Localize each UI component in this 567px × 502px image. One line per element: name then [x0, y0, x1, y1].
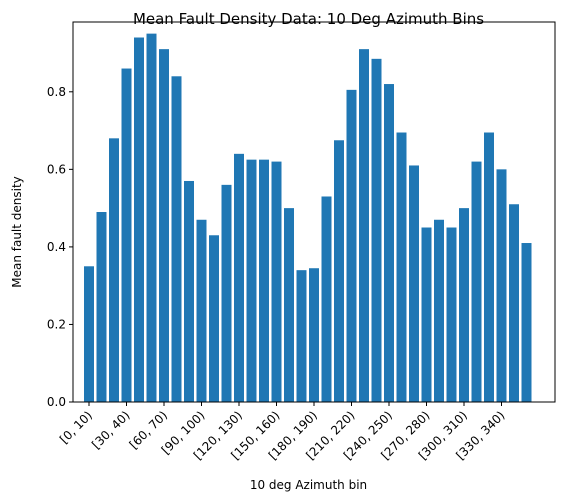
bar — [259, 159, 269, 402]
bar — [221, 184, 232, 402]
bar — [171, 76, 182, 403]
bar — [146, 33, 157, 402]
bar — [384, 84, 394, 402]
bar — [96, 212, 107, 402]
y-tick-label: 0.4 — [47, 240, 66, 254]
chart-title: Mean Fault Density Data: 10 Deg Azimuth … — [133, 10, 484, 28]
bar — [84, 266, 94, 402]
axes-frame — [72, 21, 556, 403]
bar — [484, 132, 494, 403]
x-tick-label: [30, 40) — [89, 408, 133, 452]
bar — [521, 243, 532, 402]
bar — [284, 208, 294, 402]
bar — [271, 161, 282, 402]
bar — [296, 270, 307, 402]
bar — [184, 180, 194, 402]
y-tick-label: 0.6 — [47, 162, 66, 176]
bar — [396, 132, 407, 403]
plot-area: 0.00.20.40.60.8[0, 10)[30, 40)[60, 70)[9… — [47, 33, 532, 463]
bar — [446, 227, 457, 402]
bar — [209, 235, 219, 402]
bar — [471, 161, 482, 402]
bar — [509, 204, 519, 402]
bar — [309, 268, 319, 402]
x-axis-label: 10 deg Azimuth bin — [250, 478, 367, 492]
bar — [109, 138, 119, 402]
bar — [196, 219, 207, 402]
y-tick-label: 0.0 — [47, 395, 66, 409]
bar — [421, 227, 432, 402]
bar — [459, 208, 469, 402]
bar — [159, 49, 169, 403]
bar — [334, 140, 344, 402]
y-tick-label: 0.2 — [47, 317, 66, 331]
y-tick-label: 0.8 — [47, 85, 66, 99]
bar — [134, 37, 144, 403]
bar — [359, 49, 369, 403]
bar — [434, 219, 444, 402]
bar — [409, 165, 419, 402]
bar — [496, 169, 507, 402]
bar — [321, 196, 332, 402]
bar — [371, 58, 382, 403]
bar — [346, 89, 357, 402]
bar — [234, 153, 244, 402]
bar — [121, 68, 132, 402]
y-axis-label: Mean fault density — [10, 176, 24, 288]
bar — [246, 159, 257, 402]
